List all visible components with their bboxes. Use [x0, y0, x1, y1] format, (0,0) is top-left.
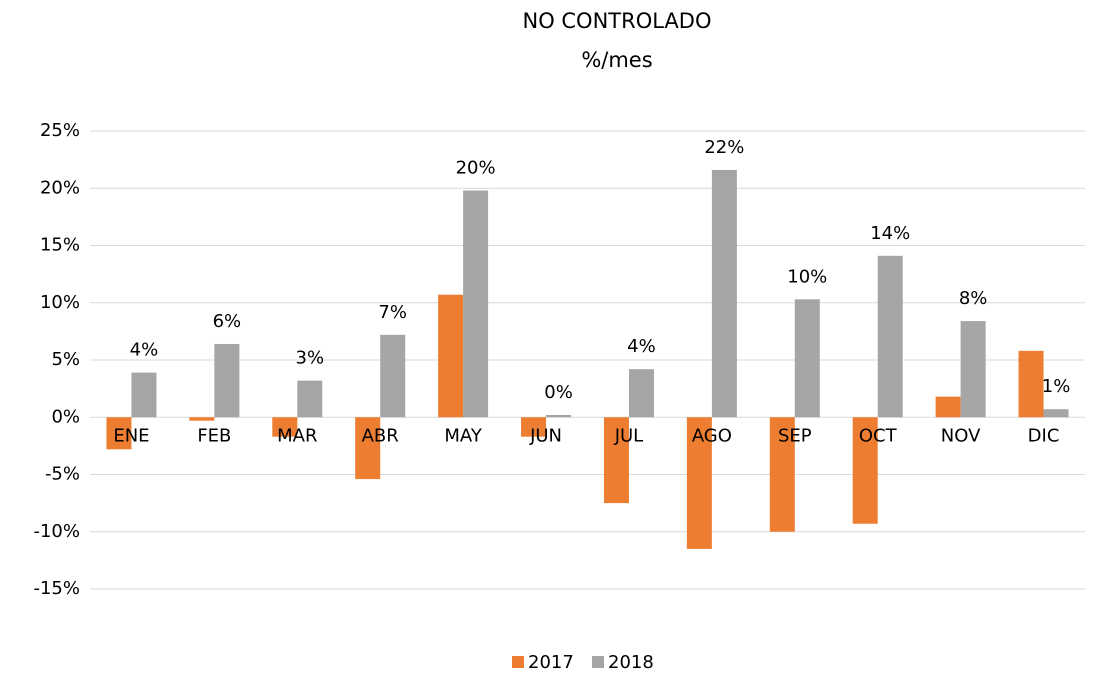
bar: [628, 369, 654, 418]
bar: [603, 417, 629, 504]
legend-swatch: [512, 656, 524, 668]
legend-label: 2018: [608, 652, 654, 673]
x-tick-label: JUL: [614, 425, 644, 446]
data-label: 4%: [130, 340, 159, 361]
bar: [686, 417, 712, 549]
y-tick-label: -5%: [45, 464, 80, 485]
y-tick-label: 20%: [40, 177, 80, 198]
x-tick-label: MAR: [277, 425, 317, 446]
data-label: 8%: [959, 288, 988, 309]
bar: [272, 417, 298, 437]
legend-swatch: [592, 656, 604, 668]
x-tick-label: NOV: [941, 425, 981, 446]
y-tick-label: 10%: [40, 292, 80, 313]
bar: [521, 417, 547, 437]
bar: [711, 169, 737, 418]
data-label: 7%: [378, 302, 407, 323]
y-tick-label: -15%: [33, 578, 80, 599]
data-label: 20%: [456, 158, 496, 179]
bar: [794, 299, 820, 418]
y-tick-label: 25%: [40, 120, 80, 141]
x-tick-label: AGO: [692, 425, 732, 446]
bar: [380, 334, 406, 418]
data-label: 4%: [627, 336, 656, 357]
data-label: 14%: [870, 223, 910, 244]
data-label: 10%: [787, 266, 827, 287]
y-tick-label: 0%: [51, 406, 80, 427]
bar: [106, 417, 132, 450]
bar: [769, 417, 795, 532]
bar: [1018, 350, 1044, 418]
x-tick-label: FEB: [197, 425, 231, 446]
y-tick-label: -10%: [33, 521, 80, 542]
x-tick-label: JUN: [529, 425, 562, 446]
bar: [852, 417, 878, 524]
chart-subtitle: %/mes: [581, 48, 652, 72]
bar: [1043, 409, 1069, 418]
bar: [214, 343, 240, 418]
data-label: 0%: [544, 382, 573, 403]
chart-title: NO CONTROLADO: [522, 9, 711, 33]
data-label: 6%: [213, 311, 242, 332]
data-label: 1%: [1042, 376, 1071, 397]
x-tick-label: ENE: [113, 425, 149, 446]
bar: [189, 417, 215, 421]
y-tick-label: 5%: [51, 349, 80, 370]
x-tick-label: SEP: [778, 425, 812, 446]
bar: [960, 321, 986, 418]
bar: [463, 190, 489, 418]
bar: [131, 372, 157, 418]
x-tick-label: OCT: [859, 425, 898, 446]
x-tick-label: MAY: [444, 425, 482, 446]
bar: [438, 294, 464, 418]
data-label: 3%: [296, 348, 325, 369]
bar: [877, 255, 903, 418]
x-tick-label: DIC: [1028, 425, 1060, 446]
bar: [355, 417, 381, 480]
data-label: 22%: [704, 137, 744, 158]
y-tick-label: 15%: [40, 235, 80, 256]
legend-label: 2017: [528, 652, 574, 673]
bar: [935, 396, 961, 418]
bar: [297, 380, 323, 418]
x-tick-label: ABR: [362, 425, 399, 446]
bar: [546, 414, 572, 418]
